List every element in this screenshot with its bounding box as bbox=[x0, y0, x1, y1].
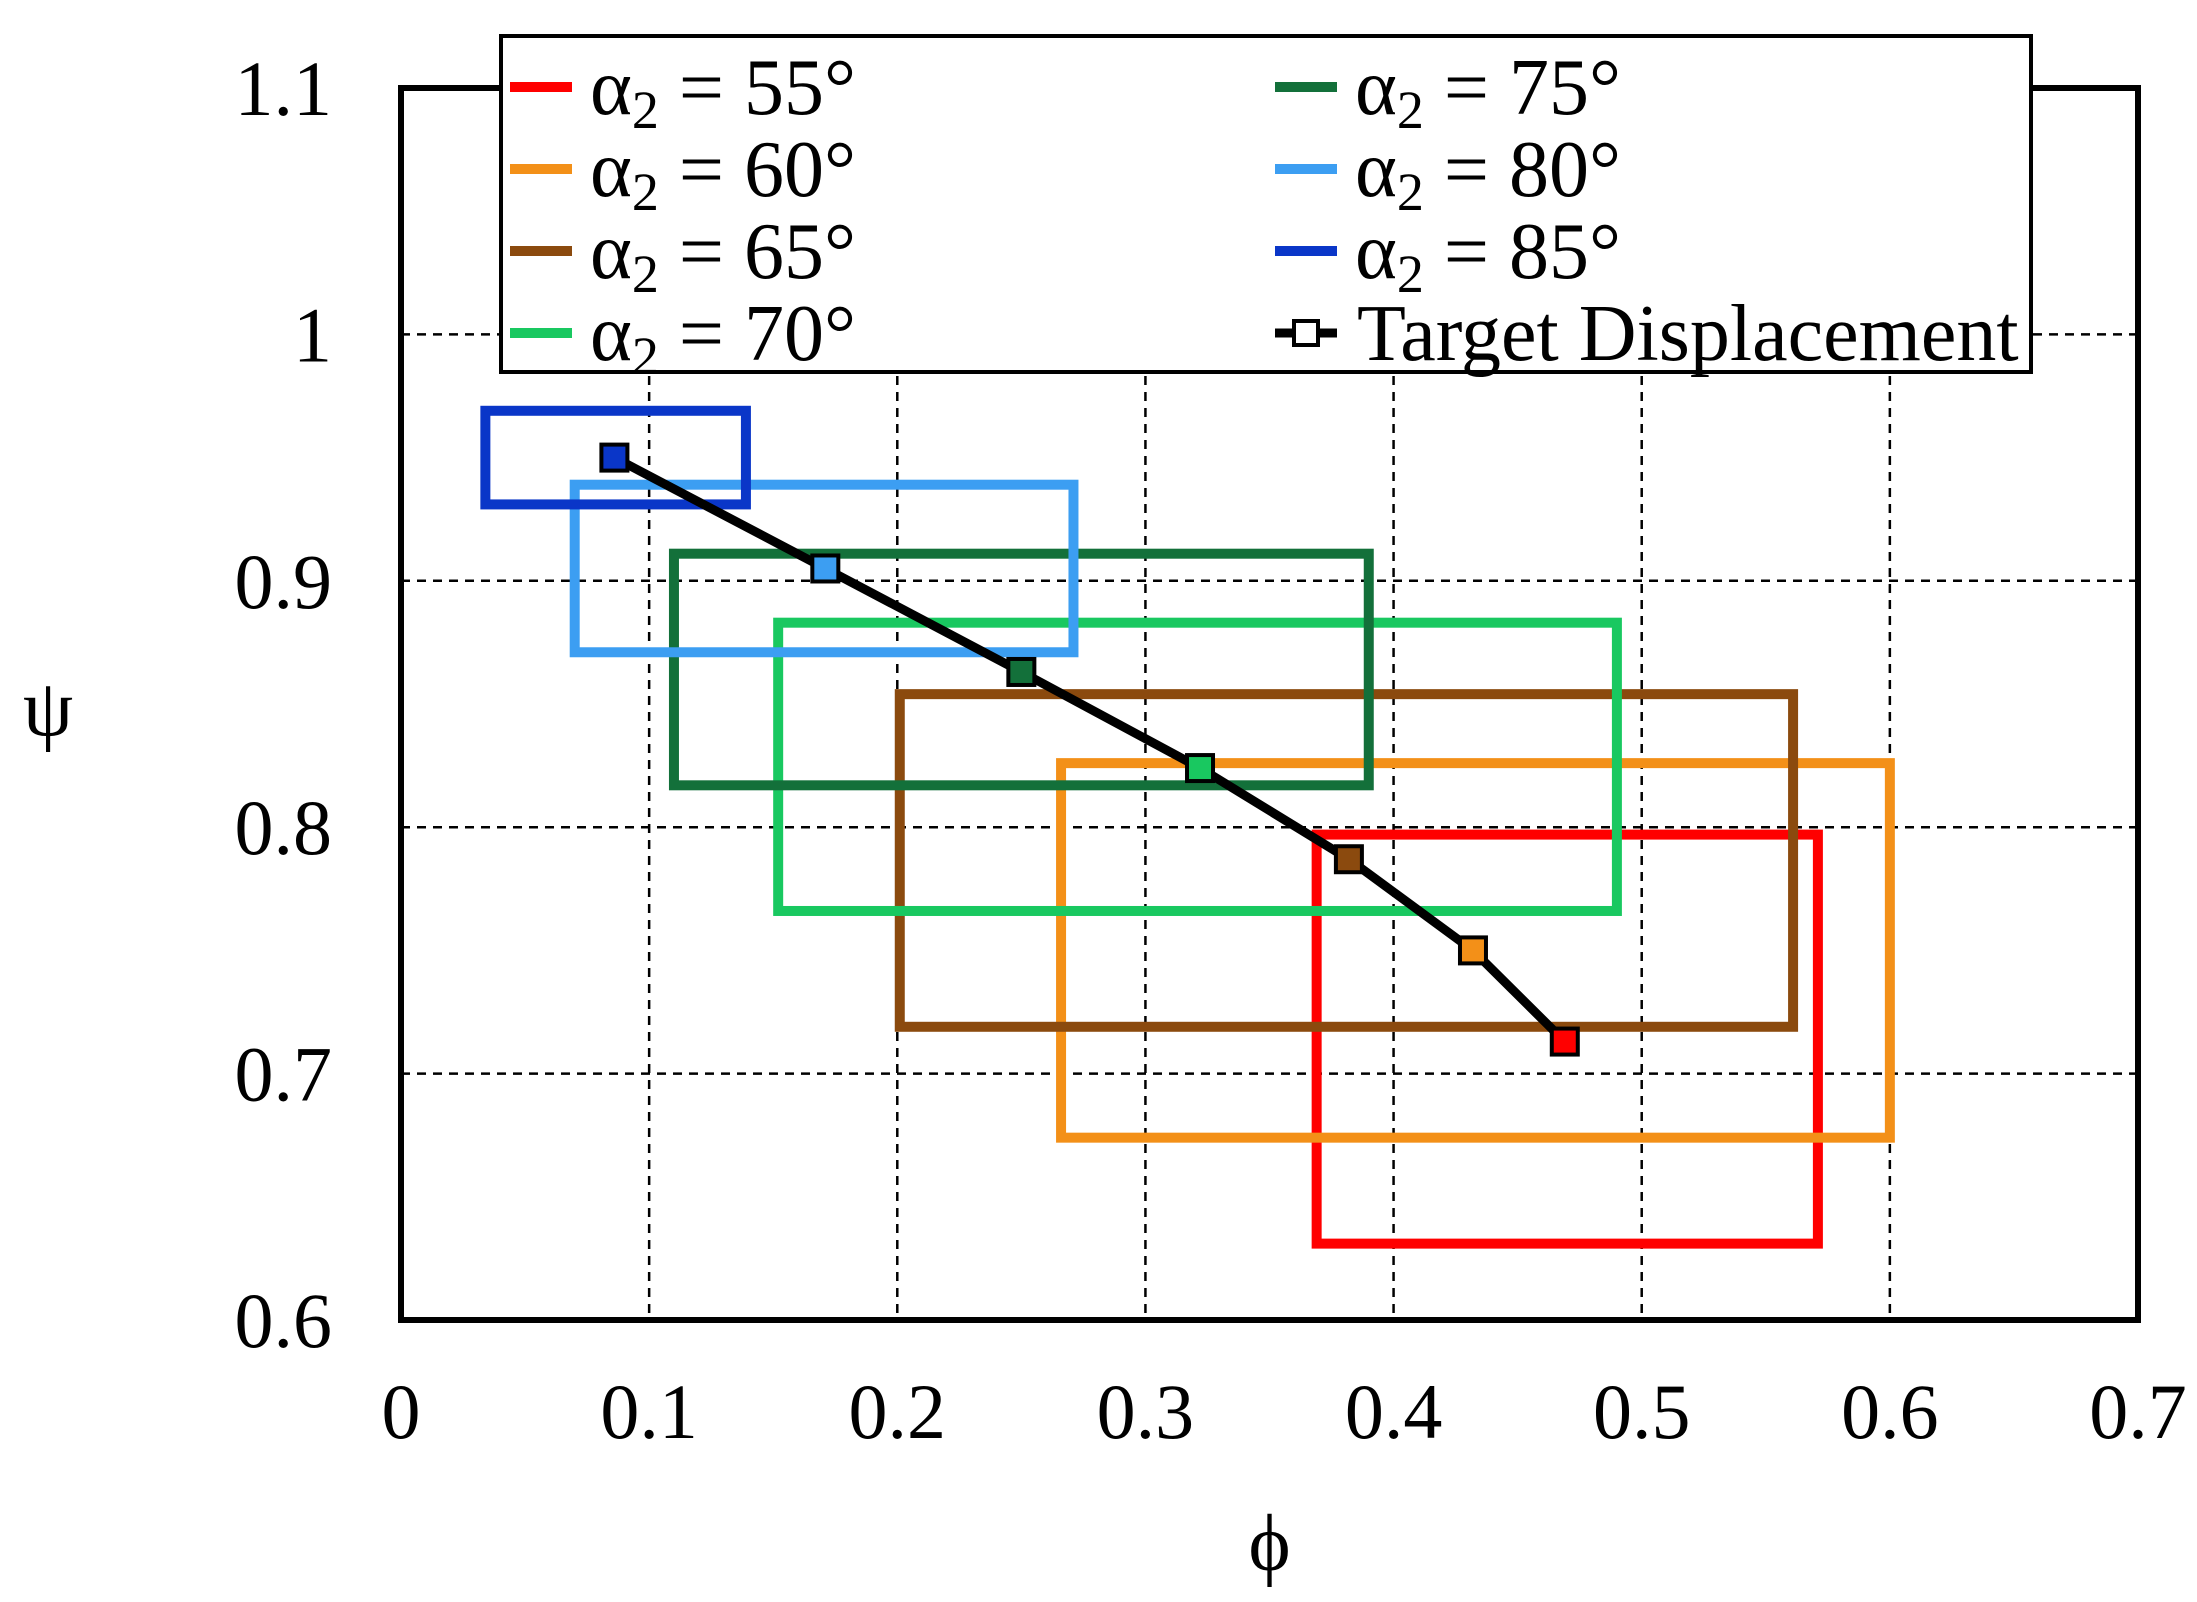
y-tick-label: 1.1 bbox=[235, 45, 333, 132]
legend-label: α2 = 65° bbox=[590, 208, 856, 304]
x-axis-label: ϕ bbox=[1248, 1500, 1290, 1588]
operating-range-rect bbox=[1311, 829, 1823, 1249]
operating-range-rect bbox=[569, 479, 1079, 658]
legend-label-target: Target Displacement bbox=[1357, 290, 2019, 378]
x-tick-labels: 0 0.1 0.2 0.3 0.4 0.5 0.6 0.7 bbox=[382, 1368, 2187, 1455]
legend-label: α2 = 75° bbox=[1355, 44, 1621, 140]
y-tick-label: 0.8 bbox=[235, 784, 333, 871]
target-displacement-layer bbox=[599, 442, 1580, 1057]
x-tick-label: 0.2 bbox=[849, 1368, 947, 1455]
target-marker bbox=[599, 442, 630, 473]
operating-range-rect bbox=[773, 617, 1622, 916]
x-tick-label: 0.7 bbox=[2089, 1368, 2187, 1455]
x-tick-label: 0.4 bbox=[1345, 1368, 1443, 1455]
target-marker bbox=[1333, 844, 1364, 875]
legend-label: α2 = 70° bbox=[590, 290, 856, 386]
y-tick-labels: 0.6 0.7 0.8 0.9 1 1.1 bbox=[235, 45, 333, 1364]
operating-range-rect bbox=[894, 689, 1799, 1032]
operating-range-rect bbox=[668, 548, 1374, 791]
x-tick-label: 0.6 bbox=[1841, 1368, 1939, 1455]
grid-layer bbox=[401, 88, 2138, 1320]
legend-label: α2 = 85° bbox=[1355, 208, 1621, 304]
legend-marker-target bbox=[1292, 319, 1320, 347]
y-tick-label: 0.6 bbox=[235, 1277, 333, 1364]
target-marker bbox=[1457, 935, 1488, 966]
target-marker bbox=[810, 553, 841, 584]
rectangles-layer bbox=[480, 405, 1895, 1249]
target-displacement-line bbox=[612, 453, 1568, 1045]
y-tick-label: 1 bbox=[293, 291, 332, 378]
legend-box bbox=[499, 34, 2033, 374]
y-tick-label: 0.7 bbox=[235, 1031, 333, 1118]
legend: α2 = 55°α2 = 60°α2 = 65°α2 = 70°α2 = 75°… bbox=[499, 34, 2033, 386]
target-marker bbox=[1006, 656, 1037, 687]
operating-range-rect bbox=[480, 405, 751, 510]
operating-range-rect bbox=[1056, 758, 1895, 1143]
x-tick-label: 0 bbox=[382, 1368, 421, 1455]
target-marker bbox=[1549, 1026, 1580, 1057]
target-marker bbox=[1185, 753, 1216, 784]
y-tick-label: 0.9 bbox=[235, 538, 333, 625]
x-tick-label: 0.3 bbox=[1097, 1368, 1195, 1455]
y-axis-label: ψ bbox=[23, 665, 73, 753]
x-tick-label: 0.1 bbox=[600, 1368, 698, 1455]
legend-label: α2 = 80° bbox=[1355, 126, 1621, 222]
x-tick-label: 0.5 bbox=[1593, 1368, 1691, 1455]
legend-label: α2 = 60° bbox=[590, 126, 856, 222]
